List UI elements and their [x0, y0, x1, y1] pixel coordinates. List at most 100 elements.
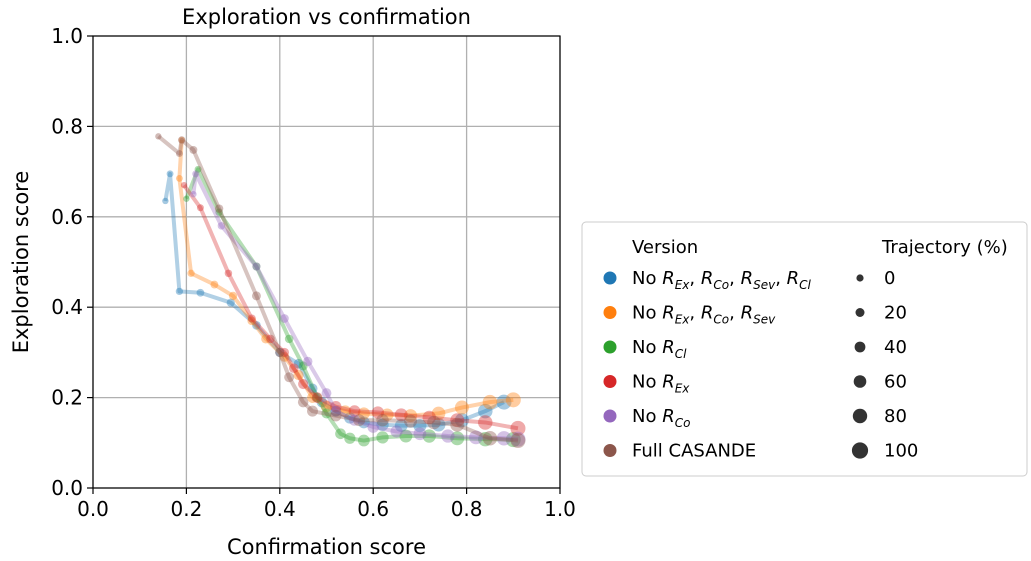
legend-size-title: Trajectory (%) [881, 237, 1008, 258]
data-point [441, 429, 455, 443]
legend-size-label: 80 [884, 406, 907, 427]
data-point [353, 414, 366, 427]
legend-size-label: 100 [884, 441, 918, 462]
data-point [478, 431, 493, 447]
data-point [413, 419, 427, 433]
data-point [321, 408, 332, 419]
data-point [367, 421, 379, 433]
data-point [298, 378, 309, 390]
data-point [224, 269, 233, 278]
data-point [357, 434, 370, 447]
data-point [307, 392, 318, 403]
y-tick-label: 0.4 [51, 295, 83, 319]
data-point [478, 403, 493, 419]
data-point [293, 369, 304, 381]
data-point [413, 427, 427, 441]
series-4 [190, 170, 526, 447]
legend-size-label: 0 [884, 268, 895, 289]
data-point [311, 392, 323, 403]
data-point [316, 396, 328, 408]
data-point [307, 383, 318, 394]
data-point [175, 287, 184, 296]
data-point [214, 204, 224, 213]
x-tick-label: 1.0 [544, 497, 576, 521]
data-point [505, 392, 521, 408]
data-point [166, 170, 174, 178]
series-line [184, 167, 514, 443]
data-point [175, 174, 183, 182]
data-point [376, 431, 389, 444]
data-point [210, 280, 219, 289]
legend-size-marker [853, 375, 867, 388]
data-point [431, 406, 446, 421]
data-point [180, 181, 188, 189]
data-point [298, 361, 308, 371]
y-axis: 0.0 0.2 0.4 0.6 0.8 1.0 [51, 24, 93, 500]
data-point [454, 413, 469, 428]
data-point [215, 208, 223, 217]
series-line [177, 139, 514, 418]
data-point [279, 347, 290, 357]
data-point [175, 150, 183, 157]
data-point [252, 262, 261, 271]
data-point [371, 406, 385, 419]
data-point [478, 415, 493, 430]
series-layer [155, 133, 526, 449]
legend-marker [603, 340, 617, 354]
data-point [496, 394, 512, 410]
data-point [217, 222, 226, 230]
data-point [330, 409, 342, 422]
series-5 [155, 133, 526, 449]
data-point [344, 432, 356, 444]
x-tick-label: 0.4 [264, 497, 296, 521]
data-point [357, 407, 370, 420]
data-point [194, 165, 202, 173]
data-point [307, 405, 318, 417]
data-point [293, 358, 304, 369]
data-point [261, 334, 271, 344]
x-tick-label: 0.2 [170, 497, 202, 521]
data-point [422, 410, 436, 425]
data-point [190, 191, 197, 198]
data-point [510, 420, 526, 436]
x-tick-label: 0.6 [357, 497, 389, 521]
series-3 [180, 181, 526, 436]
data-point [380, 408, 394, 422]
legend-box [581, 221, 1028, 477]
legend-size-label: 40 [884, 337, 907, 358]
data-point [226, 298, 235, 307]
data-point [247, 316, 257, 326]
legend-size-marker [856, 274, 864, 282]
data-point [284, 334, 294, 344]
legend-size-marker [852, 408, 868, 424]
legend-marker [603, 375, 617, 388]
data-point [394, 408, 408, 422]
data-point [252, 262, 261, 271]
data-point [349, 414, 361, 426]
y-tick-label: 0.8 [51, 114, 83, 138]
legend-marker [603, 409, 617, 423]
data-point [251, 291, 261, 301]
data-point [422, 429, 436, 443]
data-point [376, 413, 389, 427]
data-point [312, 392, 322, 403]
data-point [330, 405, 342, 417]
y-tick-label: 0.6 [51, 205, 83, 229]
x-tick-label: 0.0 [77, 497, 109, 521]
data-point [178, 136, 185, 144]
legend-size-marker [854, 341, 866, 353]
data-point [178, 136, 186, 144]
data-point [450, 417, 465, 432]
series-line [157, 134, 519, 443]
series-0 [162, 170, 512, 433]
legend-size-label: 60 [884, 372, 907, 393]
legend-marker [603, 306, 617, 319]
x-tick-label: 0.8 [451, 497, 483, 521]
data-point [427, 415, 441, 430]
x-axis: 0.0 0.2 0.4 0.6 0.8 1.0 [77, 488, 576, 521]
data-point [339, 405, 352, 417]
data-point [288, 363, 299, 374]
data-point [505, 432, 521, 448]
data-point [284, 372, 295, 383]
